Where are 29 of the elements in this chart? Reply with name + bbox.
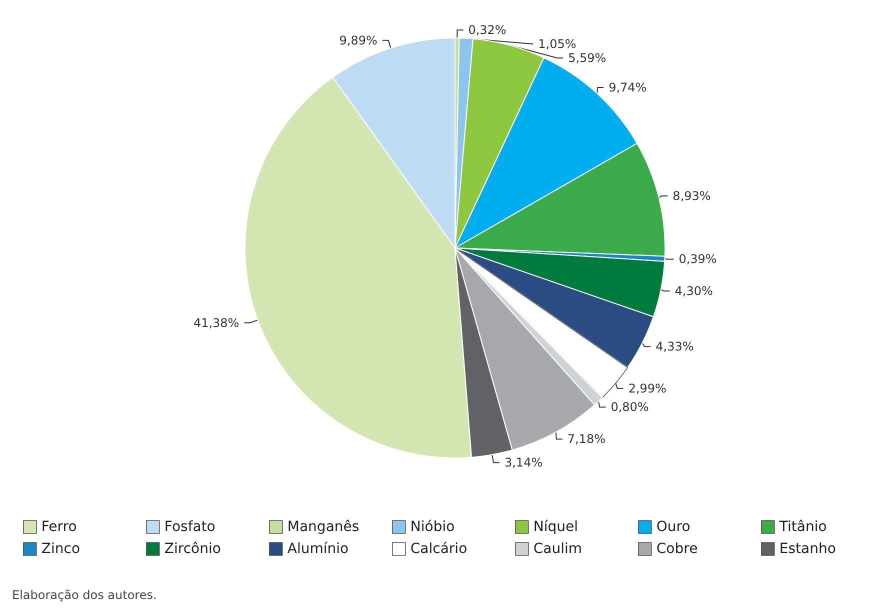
legend-label: Caulim xyxy=(533,541,582,557)
legend-label: Zinco xyxy=(41,541,80,557)
data-label: 9,74% xyxy=(608,80,647,94)
data-label: 7,18% xyxy=(567,432,606,446)
data-label: 1,05% xyxy=(538,37,576,52)
legend-label: Zircônio xyxy=(164,541,221,557)
text: Elaboração dos autores. xyxy=(12,588,157,602)
data-label: 2,99% xyxy=(628,381,666,396)
legend-label: Fosfato xyxy=(164,519,216,535)
data-label: 3,14% xyxy=(504,456,543,470)
data-label: 0,32% xyxy=(468,23,506,38)
legend-label: Nióbio xyxy=(410,519,455,535)
legend-label: Alumínio xyxy=(287,541,349,557)
data-label: 5,59% xyxy=(568,51,606,66)
legend-label: Ferro xyxy=(41,519,77,535)
data-label: 8,93% xyxy=(672,188,711,203)
legend-label: Níquel xyxy=(533,519,578,535)
data-label: 4,33% xyxy=(656,340,694,354)
legend-label: Estanho xyxy=(779,541,836,557)
data-label: 4,30% xyxy=(674,284,713,298)
legend-label: Manganês xyxy=(287,519,360,535)
legend-label: Titânio xyxy=(778,519,827,535)
data-label: 9,89% xyxy=(339,33,378,48)
legend-label: Cobre xyxy=(656,541,698,557)
legend-label: Ouro xyxy=(656,519,690,535)
data-label: 0,39% xyxy=(678,252,717,266)
data-label: 41,38% xyxy=(193,316,240,330)
data-label: 0,80% xyxy=(610,400,649,414)
legend-label: Calcário xyxy=(410,541,468,557)
